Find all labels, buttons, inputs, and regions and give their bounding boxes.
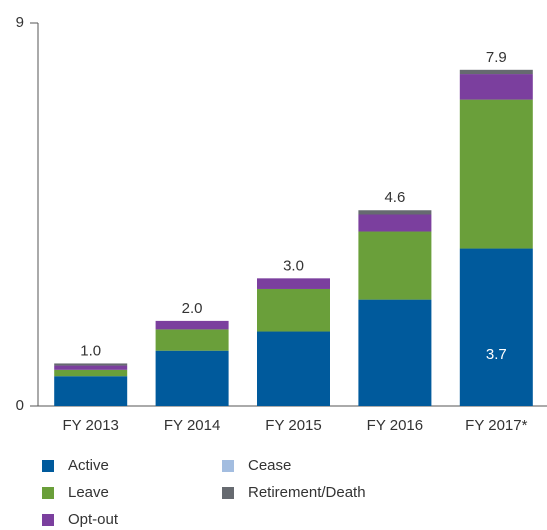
bar-segment	[459, 99, 533, 249]
legend-label: Cease	[248, 457, 291, 474]
total-label: 4.6	[384, 189, 405, 206]
bar-segment	[459, 74, 533, 100]
total-label: 1.0	[80, 342, 101, 359]
legend-swatch	[42, 514, 54, 526]
legend-swatch	[222, 460, 234, 472]
legend-label: Leave	[68, 484, 109, 501]
x-tick-label: FY 2016	[367, 417, 423, 434]
bar-segment	[257, 278, 330, 289]
bar-segment	[257, 331, 330, 406]
bar-segment	[459, 248, 533, 406]
bar-segment	[54, 365, 128, 370]
legend-swatch	[42, 460, 54, 472]
bar-segment	[257, 288, 330, 332]
legend-swatch	[222, 487, 234, 499]
bar-segment	[54, 369, 128, 377]
total-label: 2.0	[182, 300, 203, 317]
total-label: 7.9	[486, 49, 507, 66]
bar-segment	[358, 210, 432, 215]
x-tick-label: FY 2014	[164, 417, 220, 434]
x-tick-label: FY 2015	[265, 417, 321, 434]
legend-label: Opt-out	[68, 511, 119, 528]
x-tick-label: FY 2017*	[465, 417, 527, 434]
x-tick-label: FY 2013	[62, 417, 118, 434]
bar-segment	[358, 214, 432, 232]
data-label: 3.7	[486, 346, 507, 363]
legend-label: Active	[68, 457, 109, 474]
y-tick-label: 9	[16, 14, 24, 31]
total-label: 3.0	[283, 257, 304, 274]
bar-segment	[155, 329, 229, 351]
bar-segment	[54, 363, 128, 366]
y-tick-label: 0	[16, 397, 24, 414]
legend-swatch	[42, 487, 54, 499]
bar-segment	[155, 350, 229, 406]
bar-segment	[358, 231, 432, 300]
bar-segment	[459, 69, 533, 75]
bar-segment	[54, 376, 128, 406]
bar-segment	[155, 320, 229, 330]
legend-label: Retirement/Death	[248, 484, 366, 501]
bar-segment	[358, 299, 432, 406]
